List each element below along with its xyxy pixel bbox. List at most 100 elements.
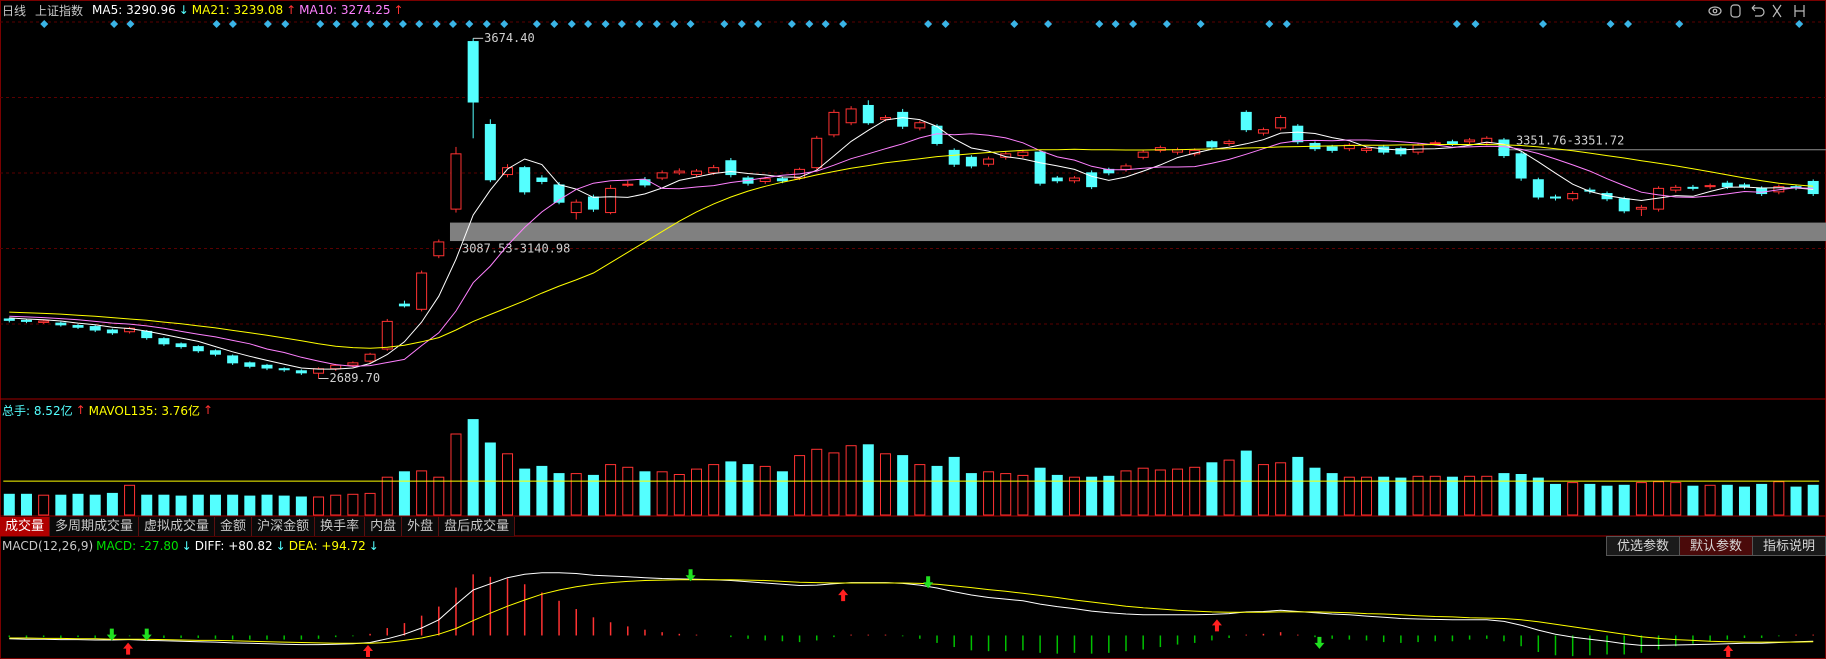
- legend-item: MA10: 3274.25: [299, 3, 391, 17]
- volume-bar: [862, 444, 874, 516]
- candle-body: [106, 329, 118, 334]
- buy-arrow: [1723, 644, 1734, 657]
- volume-bar: [1429, 475, 1441, 516]
- candle-body: [1206, 141, 1218, 148]
- signal-diamond: [1162, 20, 1171, 28]
- volume-bar: [55, 494, 67, 516]
- candle-body: [20, 319, 32, 322]
- volume-bar: [158, 494, 170, 516]
- candle-body: [1464, 139, 1476, 143]
- signal-diamond: [1539, 20, 1548, 28]
- candle-body: [227, 355, 239, 364]
- candle-body: [1481, 137, 1493, 144]
- candle-body: [398, 303, 410, 307]
- tab[interactable]: 换手率: [315, 517, 366, 536]
- legend-item: ↑: [393, 3, 404, 17]
- eye-icon[interactable]: [1708, 6, 1722, 16]
- volume-bar: [1154, 469, 1166, 516]
- candle-body: [1120, 165, 1132, 170]
- volume-bar: [1807, 484, 1819, 516]
- candle-body: [1292, 125, 1304, 143]
- tab[interactable]: 多周期成交量: [50, 517, 140, 536]
- candle-body: [570, 201, 582, 214]
- signal-diamond: [1624, 20, 1633, 28]
- volume-bar: [1189, 466, 1201, 516]
- undo-icon[interactable]: [1751, 4, 1765, 17]
- volume-bar: [1618, 484, 1630, 516]
- volume-bar: [364, 492, 376, 516]
- signal-diamond: [366, 20, 375, 28]
- volume-bar: [20, 493, 32, 516]
- volume-bar: [1635, 482, 1647, 516]
- legend-item: ↑: [75, 403, 86, 417]
- eye-pupil: [1712, 8, 1718, 14]
- candle-body: [416, 272, 428, 310]
- candle-body: [484, 123, 496, 181]
- volume-legend: 总手: 8.52亿 ↑ MAVOL135: 3.76亿 ↑: [2, 402, 216, 418]
- sell-arrow: [923, 576, 934, 589]
- tab[interactable]: 虚拟成交量: [139, 517, 216, 536]
- scissors-icon[interactable]: [1772, 4, 1782, 18]
- band-label: 3087.53-3140.98: [462, 242, 570, 256]
- candle-body: [1034, 151, 1046, 184]
- signal-diamond: [398, 20, 407, 28]
- signal-diamond: [110, 20, 119, 28]
- volume-bar: [1103, 475, 1115, 516]
- volume-bar: [295, 496, 307, 516]
- signal-diamond: [1282, 20, 1291, 28]
- signal-diamond: [332, 20, 341, 28]
- signal-diamond: [1010, 20, 1019, 28]
- volume-bar: [1051, 474, 1063, 516]
- legend-item: ↓: [181, 539, 192, 553]
- volume-bar: [845, 445, 857, 516]
- candle-body: [55, 322, 67, 326]
- candle-body: [587, 196, 599, 210]
- volume-bar: [1567, 482, 1579, 516]
- signal-diamond: [821, 20, 830, 28]
- hand-icon[interactable]: [1730, 4, 1741, 18]
- volume-bar: [1309, 467, 1321, 516]
- candle-body: [347, 362, 359, 366]
- volume-bar: [1068, 476, 1080, 516]
- signal-diamond: [1452, 20, 1461, 28]
- volume-bar: [106, 492, 118, 516]
- tab[interactable]: 金额: [215, 517, 253, 536]
- volume-bar: [1034, 467, 1046, 516]
- volume-bar: [278, 495, 290, 516]
- tab[interactable]: 沪深金额: [252, 517, 316, 536]
- legend-item: 日线: [2, 3, 27, 18]
- volume-bar: [673, 474, 685, 516]
- signal-diamond: [601, 20, 610, 28]
- signal-diamond: [805, 20, 814, 28]
- param-button[interactable]: 默认参数: [1678, 536, 1753, 556]
- param-button[interactable]: 优选参数: [1605, 536, 1680, 556]
- signal-diamond: [787, 20, 796, 28]
- signal-diamond: [40, 20, 49, 28]
- candle-body: [381, 320, 393, 350]
- volume-bar: [1223, 459, 1235, 516]
- volume-bar: [244, 495, 256, 516]
- signal-diamond: [382, 20, 391, 28]
- tab[interactable]: 盘后成交量: [439, 517, 516, 536]
- volume-bar: [38, 494, 50, 516]
- candle-body: [1721, 182, 1733, 188]
- signal-diamond: [1196, 20, 1205, 28]
- candle-body: [1738, 184, 1750, 188]
- volume-bar: [1550, 483, 1561, 516]
- candle-body: [1051, 177, 1063, 182]
- tab[interactable]: 成交量: [0, 517, 51, 536]
- signal-diamond: [1471, 20, 1480, 28]
- volume-bar: [536, 465, 548, 516]
- param-button[interactable]: 指标说明: [1751, 536, 1826, 556]
- volume-bar: [759, 465, 771, 516]
- tab[interactable]: 内盘: [365, 517, 403, 536]
- tab[interactable]: 外盘: [402, 517, 440, 536]
- legend-item: ↑: [286, 3, 297, 17]
- volume-bar: [1790, 486, 1802, 516]
- volume-bar: [1378, 476, 1390, 516]
- candle-body: [1326, 146, 1338, 151]
- split-icon[interactable]: [1794, 5, 1805, 17]
- candle-body: [1223, 141, 1235, 144]
- signal-diamond: [567, 20, 576, 28]
